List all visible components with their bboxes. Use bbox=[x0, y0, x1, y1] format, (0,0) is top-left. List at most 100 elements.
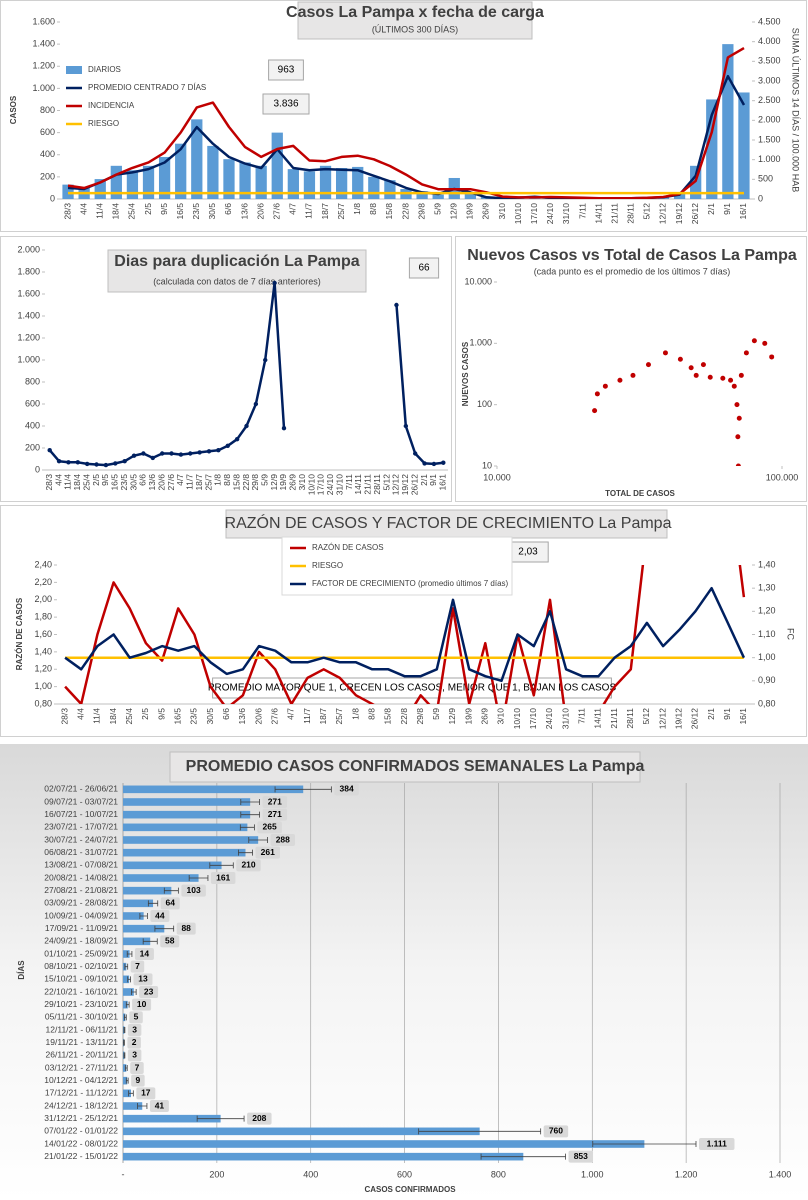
bar bbox=[738, 92, 750, 199]
y-tick-label: 400 bbox=[25, 420, 40, 430]
value-label-box bbox=[334, 783, 359, 796]
y-tick-label: 31/12/21 - 25/12/21 bbox=[44, 1113, 118, 1123]
error-bar bbox=[147, 900, 159, 907]
point bbox=[141, 451, 146, 456]
error-bar bbox=[163, 887, 179, 894]
x-tick-label: - bbox=[122, 1169, 125, 1179]
x-tick-label: 16/1 bbox=[738, 708, 748, 725]
bar bbox=[123, 1102, 143, 1110]
title-box bbox=[107, 249, 367, 293]
x-tick-label: 11/4 bbox=[63, 474, 73, 490]
point bbox=[592, 408, 598, 414]
value-label: 1.111 bbox=[707, 1138, 728, 1148]
y2-tick-label: 2.500 bbox=[758, 95, 781, 105]
x-tick-label: 18/7 bbox=[194, 474, 204, 491]
x-tick-label: 31/10 bbox=[561, 203, 571, 225]
x-tick-label: 15/8 bbox=[383, 708, 393, 725]
point bbox=[244, 423, 249, 429]
y-tick-label: 17/12/21 - 11/12/21 bbox=[45, 1088, 118, 1098]
x-tick-label: 1.400 bbox=[769, 1169, 792, 1179]
x-tick-label: 25/4 bbox=[124, 708, 134, 725]
error-bar bbox=[248, 837, 268, 843]
chart-title: RAZÓN DE CASOS Y FACTOR DE CRECIMIENTO L… bbox=[225, 513, 672, 532]
value-label-box bbox=[160, 897, 180, 910]
bar bbox=[722, 44, 734, 199]
point bbox=[281, 426, 287, 431]
value-label: 7 bbox=[135, 1062, 140, 1072]
bar bbox=[123, 1000, 128, 1009]
legend-box bbox=[281, 536, 513, 596]
x-tick-label: 10/10 bbox=[513, 203, 523, 225]
x-tick-label: 10/10 bbox=[512, 708, 522, 730]
title-box bbox=[297, 1, 533, 40]
point bbox=[56, 459, 62, 464]
bar bbox=[123, 836, 259, 844]
y-tick-label: 1.000 bbox=[32, 83, 55, 93]
panel bbox=[455, 236, 807, 502]
point bbox=[630, 372, 636, 378]
y-tick-label: 2,20 bbox=[34, 577, 52, 587]
bar bbox=[464, 193, 477, 199]
error-bar bbox=[128, 1090, 134, 1097]
x-tick-label: 2/5 bbox=[91, 474, 101, 486]
y-tick-label: 21/01/22 - 15/01/22 bbox=[44, 1151, 118, 1161]
x-tick-label: 26/12 bbox=[690, 708, 700, 730]
y-tick-label: 1.400 bbox=[32, 39, 55, 49]
chart-title: Dias para duplicación La Pampa bbox=[114, 253, 360, 270]
x-tick-label: 18/7 bbox=[318, 708, 328, 725]
value-label-box bbox=[134, 948, 154, 960]
point bbox=[677, 356, 683, 362]
annotation: 2,03 bbox=[518, 547, 538, 558]
series-line bbox=[64, 565, 746, 704]
y2-tick-label: 0,90 bbox=[758, 675, 776, 685]
point bbox=[617, 377, 623, 383]
y-tick-label: 10 bbox=[482, 460, 492, 470]
point bbox=[253, 401, 259, 407]
annotation-box bbox=[262, 93, 310, 115]
x-tick-label: 3/10 bbox=[496, 708, 506, 725]
title-box bbox=[169, 751, 641, 783]
y-tick-label: 1,80 bbox=[34, 612, 52, 622]
y-tick-label: 1,20 bbox=[34, 664, 52, 674]
value-label: 161 bbox=[216, 872, 230, 882]
y-tick-label: 12/11/21 - 06/11/21 bbox=[46, 1024, 119, 1034]
value-label: 271 bbox=[268, 796, 282, 806]
point bbox=[178, 452, 184, 457]
y-tick-label: 14/01/22 - 08/01/22 bbox=[44, 1138, 118, 1148]
x-tick-label: 27/6 bbox=[269, 708, 279, 725]
x-tick-label: 9/1 bbox=[722, 203, 732, 215]
error-bar bbox=[240, 799, 260, 805]
value-label-box bbox=[139, 986, 159, 998]
y-tick-label: 15/10/21 - 09/10/21 bbox=[44, 974, 118, 984]
x-tick-label: 2/5 bbox=[140, 708, 150, 720]
bar bbox=[123, 798, 251, 806]
x-tick-label: 16/5 bbox=[172, 708, 182, 725]
chart-title: Nuevos Casos vs Total de Casos La Pampa bbox=[467, 247, 797, 264]
x-tick-label: 4/7 bbox=[175, 474, 185, 486]
point bbox=[150, 455, 155, 461]
point bbox=[735, 434, 741, 440]
x-tick-label: 9/1 bbox=[428, 474, 438, 486]
point bbox=[769, 354, 775, 360]
point bbox=[169, 451, 174, 456]
bar bbox=[123, 950, 130, 958]
legend-label: DIARIOS bbox=[88, 65, 121, 74]
y-tick-label: 10/09/21 - 04/09/21 bbox=[44, 910, 118, 920]
bar bbox=[207, 145, 219, 199]
bar bbox=[416, 191, 428, 199]
point bbox=[645, 362, 651, 368]
y-tick-label: 09/07/21 - 03/07/21 bbox=[44, 796, 118, 806]
x-tick-label: 11/7 bbox=[185, 474, 195, 490]
x-tick-label: 2/1 bbox=[419, 474, 429, 486]
bar bbox=[110, 165, 122, 199]
y-tick-label: 26/11/21 - 20/11/21 bbox=[46, 1050, 119, 1060]
bar bbox=[239, 162, 251, 199]
point bbox=[66, 460, 71, 465]
x-tick-label: 5/9 bbox=[259, 474, 269, 486]
x-tick-label: 16/1 bbox=[438, 474, 448, 491]
x-tick-label: 8/8 bbox=[368, 203, 378, 215]
bar bbox=[123, 886, 172, 895]
x-tick-label: 26/12 bbox=[690, 203, 700, 225]
x-tick-label: 800 bbox=[491, 1169, 506, 1179]
y-axis-label: CASOS bbox=[9, 95, 18, 124]
